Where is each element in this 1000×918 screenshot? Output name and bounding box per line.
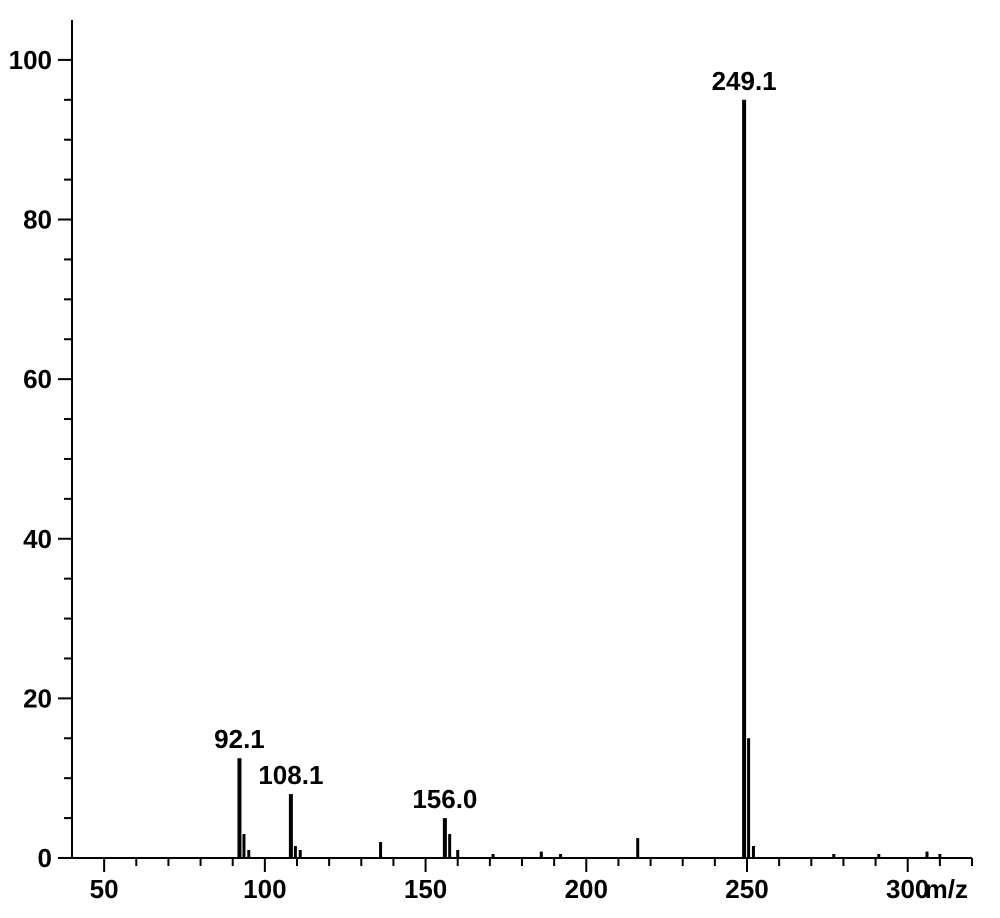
y-tick-label: 20 [23, 683, 52, 713]
mass-spectrum-chart: 0 20 40 60 80 100 50 100 150 200 250 300m/z 92.1 108.… [0, 0, 1000, 918]
x-axis-label: m/z [925, 874, 968, 904]
spectrum-svg: 0 20 40 60 80 100 50 100 150 200 250 300m/z 92.1 108.… [0, 0, 1000, 918]
peak-label: 92.1 [214, 724, 265, 754]
x-tick-label: 250 [725, 874, 768, 904]
peak-label: 108.1 [258, 760, 323, 790]
peak-label: 156.0 [412, 784, 477, 814]
x-tick-label: 100 [243, 874, 286, 904]
x-tick-label: 300 [886, 874, 929, 904]
y-tick-label: 0 [38, 843, 52, 873]
y-tick-label: 60 [23, 364, 52, 394]
y-tick-label: 80 [23, 205, 52, 235]
y-tick-label: 100 [9, 45, 52, 75]
peak-label: 249.1 [712, 66, 777, 96]
x-tick-label: 200 [565, 874, 608, 904]
x-tick-label: 50 [90, 874, 119, 904]
y-tick-label: 40 [23, 524, 52, 554]
x-tick-label: 150 [404, 874, 447, 904]
